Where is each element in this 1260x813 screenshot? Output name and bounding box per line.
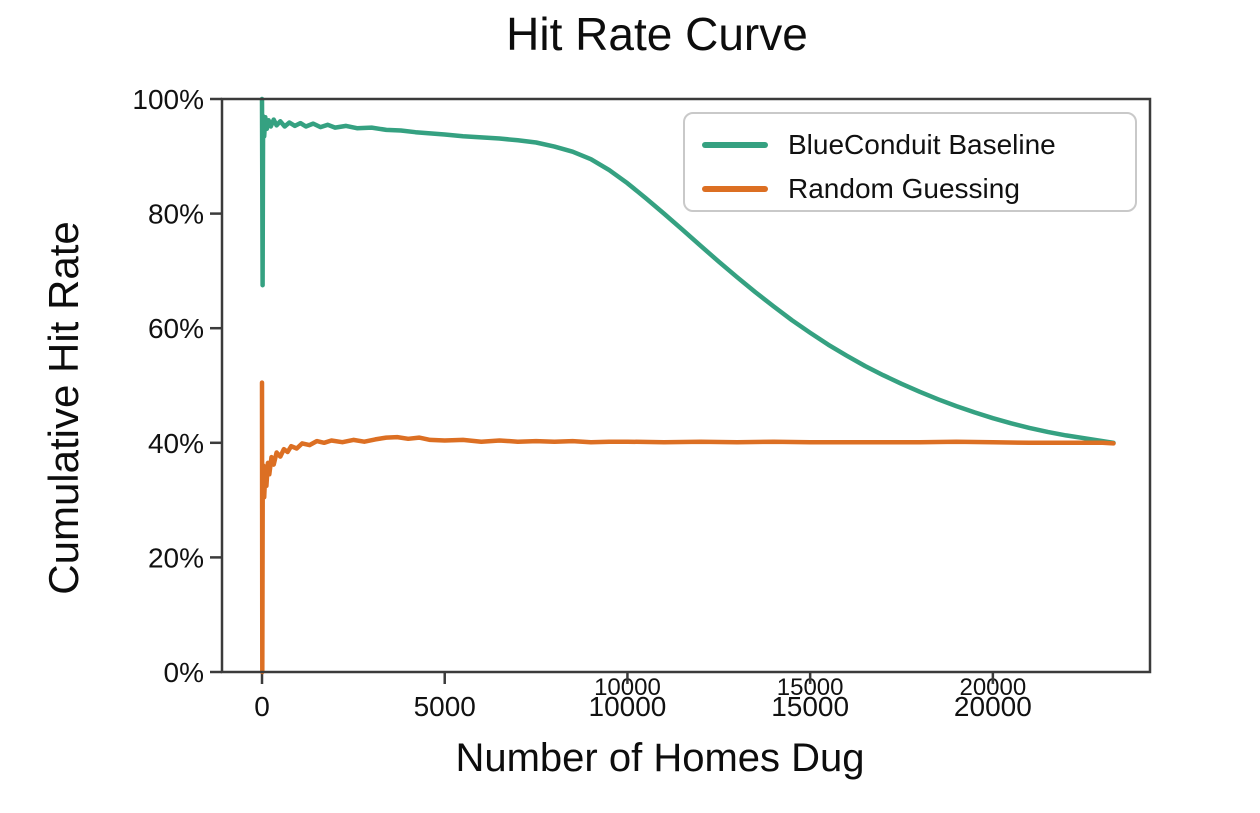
y-tick-label: 40% bbox=[148, 428, 204, 459]
y-tick-label: 60% bbox=[148, 313, 204, 344]
legend-label-random: Random Guessing bbox=[788, 173, 1020, 204]
x-tick-label: 0 bbox=[254, 691, 270, 722]
x-tick-label: 10000 bbox=[589, 691, 667, 722]
legend-label-blueconduit: BlueConduit Baseline bbox=[788, 129, 1056, 160]
random-line-swatch bbox=[702, 186, 768, 192]
y-tick-label: 0% bbox=[164, 657, 204, 688]
y-tick-label: 80% bbox=[148, 199, 204, 230]
series-line-random-guessing bbox=[259, 380, 1116, 675]
legend-item-blueconduit: BlueConduit Baseline bbox=[702, 123, 1135, 167]
y-tick-label: 100% bbox=[132, 84, 204, 115]
legend: BlueConduit Baseline Random Guessing bbox=[683, 112, 1137, 212]
blueconduit-line-swatch bbox=[702, 142, 768, 148]
x-tick-label: 20000 bbox=[954, 691, 1032, 722]
series-line-blueconduit-baseline bbox=[259, 96, 1116, 446]
y-tick-label: 20% bbox=[148, 542, 204, 573]
legend-item-random: Random Guessing bbox=[702, 167, 1135, 211]
axes-spines bbox=[220, 97, 1152, 674]
chart-title: Hit Rate Curve bbox=[506, 8, 808, 60]
x-tick-label: 15000 bbox=[771, 691, 849, 722]
x-axis-label: Number of Homes Dug bbox=[455, 736, 865, 780]
x-tick-label: 5000 bbox=[414, 691, 476, 722]
